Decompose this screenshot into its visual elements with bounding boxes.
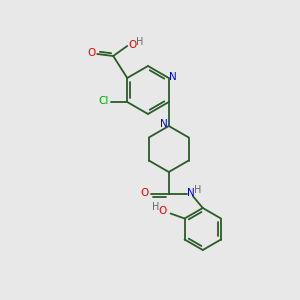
Text: N: N bbox=[187, 188, 195, 198]
Text: H: H bbox=[194, 185, 202, 195]
Text: O: O bbox=[128, 40, 136, 50]
Text: H: H bbox=[136, 37, 143, 47]
Text: N: N bbox=[160, 119, 168, 129]
Text: O: O bbox=[141, 188, 149, 198]
Text: O: O bbox=[158, 206, 167, 217]
Text: Cl: Cl bbox=[98, 96, 108, 106]
Text: N: N bbox=[169, 72, 177, 82]
Text: H: H bbox=[152, 202, 159, 212]
Text: O: O bbox=[87, 48, 95, 58]
